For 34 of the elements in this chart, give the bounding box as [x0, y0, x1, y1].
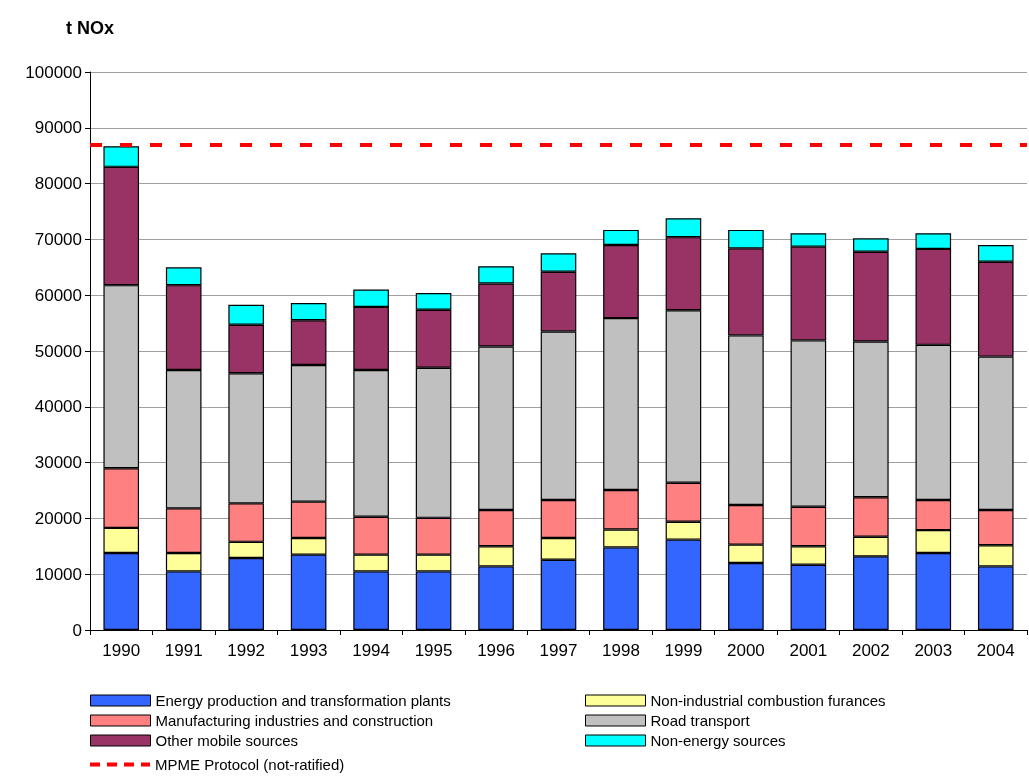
x-tick-label: 2001: [789, 641, 828, 660]
x-tick-label: 2002: [851, 641, 890, 660]
y-tick-label: 50000: [34, 341, 82, 361]
y-tick-label: 60000: [34, 285, 82, 305]
x-tick-label: 2000: [726, 641, 765, 660]
legend-label: Non-industrial combustion furances: [650, 692, 886, 709]
x-tick-label: 1996: [477, 641, 515, 660]
y-tick-label: 10000: [34, 564, 82, 584]
legend-label: Road transport: [650, 712, 751, 729]
x-tick-label: 1997: [539, 641, 578, 660]
y-tick-label: 70000: [34, 229, 82, 249]
x-tick-label: 1995: [414, 641, 453, 660]
y-tick-label: 100000: [25, 62, 82, 82]
y-tick-label: 30000: [34, 453, 82, 473]
legend-label: Manufacturing industries and construction: [155, 712, 434, 729]
x-tick-label: 1992: [227, 641, 266, 660]
y-tick-label: 90000: [34, 118, 82, 138]
x-tick-label: 2004: [976, 641, 1015, 660]
y-axis-title: t NOx: [65, 18, 115, 38]
legend-label: Non-energy sources: [650, 732, 786, 749]
x-tick-label: 1998: [602, 641, 640, 660]
legend-label: Other mobile sources: [155, 732, 299, 749]
x-tick-label: 1994: [352, 641, 391, 660]
x-tick-label: 1990: [102, 641, 141, 660]
y-tick-label: 80000: [34, 174, 82, 194]
y-tick-label: 20000: [34, 508, 82, 528]
y-tick-label: 40000: [34, 397, 82, 417]
legend-label: MPME Protocol (not-ratified): [155, 756, 345, 773]
x-tick-label: 1993: [289, 641, 328, 660]
x-tick-label: 1999: [664, 641, 703, 660]
legend-label: Energy production and transformation plants: [155, 692, 451, 709]
x-tick-label: 1991: [164, 641, 203, 660]
x-tick-label: 2003: [914, 641, 953, 660]
y-tick-label: 0: [72, 620, 82, 640]
